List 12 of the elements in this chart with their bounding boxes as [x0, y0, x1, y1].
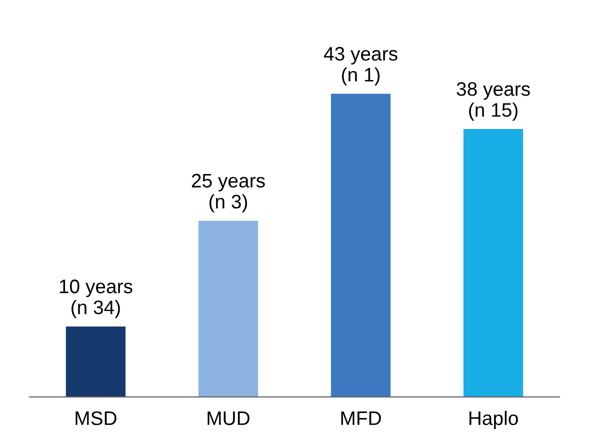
- bar: [330, 94, 391, 397]
- bar: [66, 326, 126, 397]
- data-label: 10 years (n 34): [60, 280, 132, 318]
- x-tick-label: MFD: [341, 412, 381, 425]
- data-label: 38 years (n 15): [456, 82, 530, 121]
- bar: [463, 129, 524, 397]
- data-label: 25 years (n 3): [192, 174, 265, 212]
- x-tick-label: Haplo: [469, 410, 518, 429]
- data-label: 43 years (n 1): [324, 46, 398, 86]
- x-tick-label: MUD: [208, 412, 250, 426]
- bar: [198, 220, 258, 397]
- x-tick-label: MSD: [76, 411, 116, 426]
